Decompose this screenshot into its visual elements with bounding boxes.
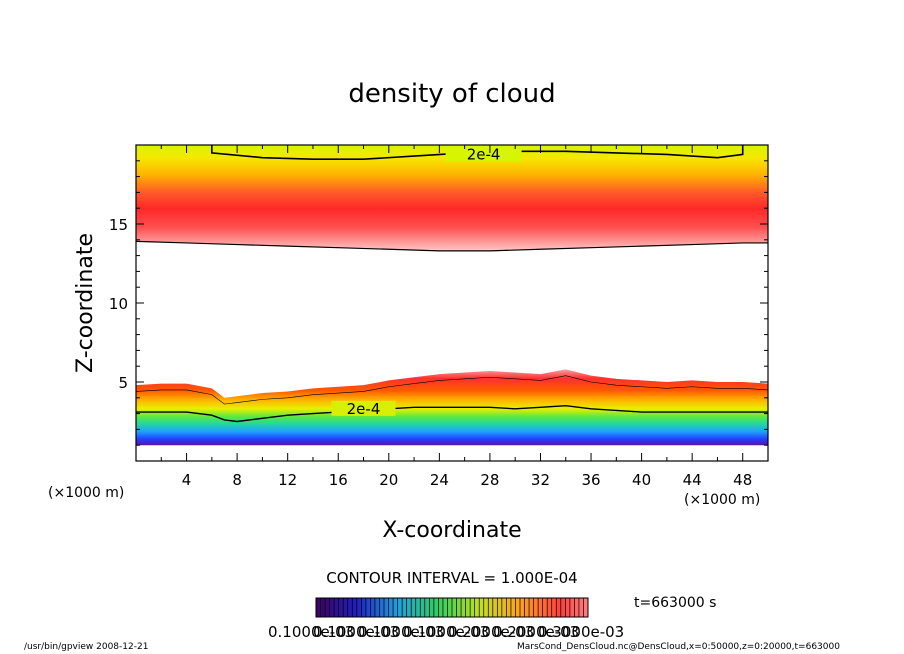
- colorbar-label: 0.1000e-03: [313, 623, 399, 641]
- x-tick-label: 8: [232, 471, 242, 489]
- upper-contour-label: 2e-4: [467, 145, 501, 163]
- footer-right: MarsCond_DensCloud.nc@DensCloud,x=0:5000…: [517, 642, 840, 652]
- colorbar-label: 0.1000e-03: [268, 623, 354, 641]
- y-axis-unit: (×1000 m): [48, 485, 124, 501]
- colorbar-labels: 0.1000e-030.1000e-030.1000e-030.1000e-03…: [268, 623, 624, 641]
- x-tick-label: 36: [581, 471, 600, 489]
- colorbar-label: 0.1000e-03: [358, 623, 444, 641]
- y-axis-ticks: 5 10 15: [109, 144, 768, 462]
- colorbar-label: 0.3000e-03: [538, 623, 624, 641]
- x-axis-ticks: 4 8 12 16 20 24 28 32 36 40 44 48: [135, 145, 769, 489]
- plot-area: 2e-4 2e-4: [136, 145, 768, 446]
- colorbar-label: 0.2000e-03: [448, 623, 534, 641]
- x-tick-label: 40: [632, 471, 651, 489]
- footer-left: /usr/bin/gpview 2008-12-21: [24, 642, 149, 652]
- y-tick-label: 15: [109, 216, 128, 234]
- colorbar-label: 0.2000e-03: [493, 623, 579, 641]
- x-tick-label: 32: [531, 471, 550, 489]
- x-tick-label: 44: [683, 471, 702, 489]
- lower-contour-label: 2e-4: [347, 400, 381, 418]
- upper-layer-bottom-contour: [136, 240, 768, 252]
- y-axis-label: Z-coordinate: [73, 233, 98, 373]
- y-tick-label: 10: [109, 295, 128, 313]
- contour-interval-text: CONTOUR INTERVAL = 1.000E-04: [326, 569, 577, 587]
- x-tick-label: 12: [278, 471, 297, 489]
- colorbar-label: 0.1000e-03: [403, 623, 489, 641]
- x-tick-label: 48: [733, 471, 752, 489]
- lower-layer-top-contour: [136, 375, 768, 405]
- x-axis-unit: (×1000 m): [684, 492, 760, 508]
- x-tick-label: 4: [182, 471, 192, 489]
- x-tick-label: 20: [379, 471, 398, 489]
- x-axis-label: X-coordinate: [382, 518, 521, 543]
- x-tick-label: 16: [329, 471, 348, 489]
- colorbar-ticks: [320, 598, 584, 617]
- lower-contour-2e4: [136, 404, 768, 423]
- upper-cloud-layer: [136, 145, 768, 251]
- lower-contour-label-bg: [331, 400, 396, 416]
- chart-title: density of cloud: [348, 79, 555, 109]
- y-tick-label: 5: [118, 374, 128, 392]
- x-tick-label: 24: [430, 471, 449, 489]
- x-tick-label: 28: [480, 471, 499, 489]
- upper-contour-label-bg: [445, 146, 522, 162]
- time-label: t=663000 s: [634, 595, 716, 611]
